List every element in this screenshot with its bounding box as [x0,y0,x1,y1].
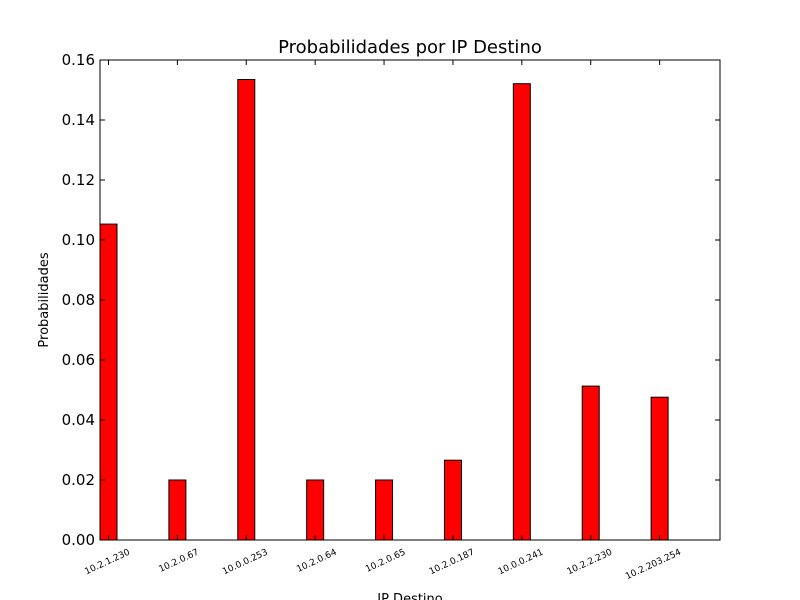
y-axis-label: Probabilidades [37,252,52,347]
x-tick-label: 10.2.203.254 [624,548,683,583]
bar-10.2.2.230 [581,385,600,541]
y-tick-label: 0.02 [62,471,95,489]
y-tick-label: 0.06 [62,351,95,369]
x-tick-label: 10.2.1.230 [83,548,132,578]
x-axis-label: IP Destino [377,592,443,600]
x-tick-label: 10.2.0.64 [295,548,338,575]
bar-10.2.0.187 [443,459,462,541]
x-tick-label: 10.0.0.253 [221,548,269,578]
y-tick-label: 0.10 [62,231,95,249]
y-tick-label: 0.00 [62,531,95,549]
y-tick-label: 0.14 [62,111,95,129]
bar-10.2.1.230 [99,223,118,541]
x-tick-label: 10.2.0.187 [428,548,476,578]
bar-10.0.0.253 [237,79,256,541]
y-tick-label: 0.12 [62,171,95,189]
x-tick-label: 10.2.0.65 [364,548,407,575]
bar-10.2.0.65 [375,479,394,541]
y-tick-label: 0.04 [62,411,95,429]
plot-frame [99,59,721,541]
x-tick-label: 10.2.0.67 [158,548,201,575]
bars-group [99,79,669,541]
bar-10.0.0.241 [512,83,531,541]
bar-10.2.203.254 [650,396,669,541]
y-tick-label: 0.16 [62,51,95,69]
chart-title: Probabilidades por IP Destino [278,37,542,58]
bar-10.2.0.67 [168,479,187,541]
x-tick-label: 10.0.0.241 [497,548,545,578]
y-tick-label: 0.08 [62,291,95,309]
x-tick-label: 10.2.2.230 [566,548,615,578]
bar-10.2.0.64 [306,479,325,541]
